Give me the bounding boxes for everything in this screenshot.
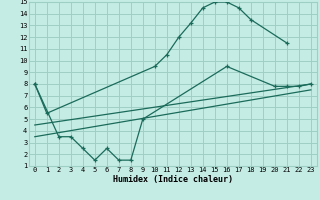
- X-axis label: Humidex (Indice chaleur): Humidex (Indice chaleur): [113, 175, 233, 184]
